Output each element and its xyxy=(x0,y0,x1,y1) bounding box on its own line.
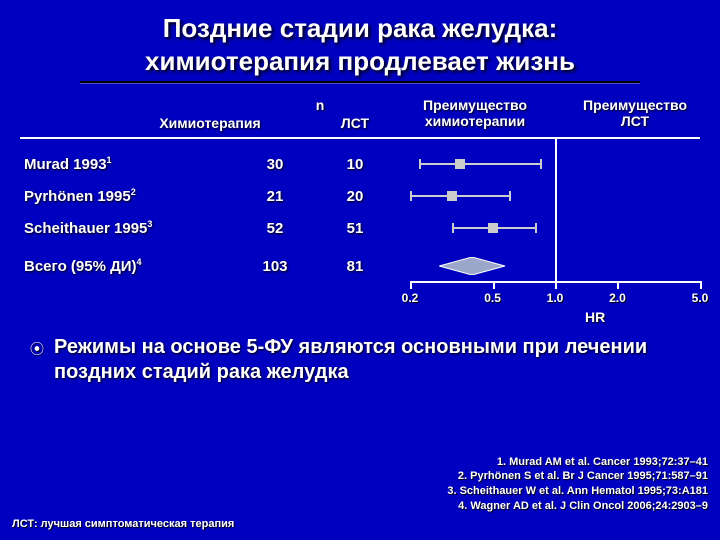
ci-cap xyxy=(509,191,511,201)
n-chemo: 30 xyxy=(250,156,300,173)
n-lst: 51 xyxy=(330,220,380,237)
summary-diamond xyxy=(440,257,506,275)
references: 1. Murad AM et al. Cancer 1993;72:37–412… xyxy=(447,455,708,514)
study-label: Всего (95% ДИ)4 xyxy=(24,257,224,275)
n-chemo: 103 xyxy=(250,258,300,275)
header-n: n xyxy=(300,97,340,113)
tick-label: 0.5 xyxy=(484,291,501,305)
header-chemo: Химиотерапия xyxy=(150,115,270,131)
study-label: Murad 19931 xyxy=(24,155,224,173)
reference-line-text: 4. Wagner AD et al. J Clin Oncol 2006;24… xyxy=(447,499,708,514)
ci-line xyxy=(410,195,509,197)
slide-title: Поздние стадии рака желудка: химиотерапи… xyxy=(0,0,720,79)
ci-cap xyxy=(452,223,454,233)
axis-tick xyxy=(410,281,412,289)
n-lst: 10 xyxy=(330,156,380,173)
ci-cap xyxy=(535,223,537,233)
ci-cap xyxy=(410,191,412,201)
study-label: Scheithauer 19953 xyxy=(24,219,224,237)
forest-plot: 0.20.51.02.05.0HR xyxy=(410,91,700,301)
ci-line xyxy=(419,163,541,165)
n-chemo: 52 xyxy=(250,220,300,237)
axis-tick xyxy=(555,281,557,289)
bullet-point: ⦿ Режимы на основе 5-ФУ являются основны… xyxy=(0,321,720,391)
reference-line xyxy=(555,137,557,281)
n-lst: 20 xyxy=(330,188,380,205)
ci-cap xyxy=(540,159,542,169)
tick-label: 0.2 xyxy=(402,291,419,305)
tick-label: 1.0 xyxy=(547,291,564,305)
axis-tick xyxy=(617,281,619,289)
point-marker xyxy=(455,159,465,169)
point-marker xyxy=(447,191,457,201)
n-lst: 81 xyxy=(330,258,380,275)
forest-plot-area: Химиотерапия n ЛСТ Преимущество химиотер… xyxy=(10,91,710,321)
bullet-icon: ⦿ xyxy=(30,339,44,359)
title-line-1: Поздние стадии рака желудка: xyxy=(163,13,558,43)
footnote: ЛСТ: лучшая симптоматическая терапия xyxy=(12,518,234,530)
bullet-text: Режимы на основе 5-ФУ являются основными… xyxy=(54,335,690,385)
n-chemo: 21 xyxy=(250,188,300,205)
study-label: Pyrhönen 19952 xyxy=(24,187,224,205)
reference-line-text: 3. Scheithauer W et al. Ann Hematol 1995… xyxy=(447,484,708,499)
tick-label: 2.0 xyxy=(609,291,626,305)
reference-line-text: 2. Pyrhönen S et al. Br J Cancer 1995;71… xyxy=(447,469,708,484)
title-line-2: химиотерапия продлевает жизнь xyxy=(145,46,575,76)
ci-cap xyxy=(419,159,421,169)
point-marker xyxy=(488,223,498,233)
axis-title: HR xyxy=(585,309,605,325)
axis-tick xyxy=(493,281,495,289)
reference-line-text: 1. Murad AM et al. Cancer 1993;72:37–41 xyxy=(447,455,708,470)
title-underline xyxy=(80,81,640,83)
tick-label: 5.0 xyxy=(692,291,709,305)
header-lst: ЛСТ xyxy=(330,115,380,131)
axis-tick xyxy=(700,281,702,289)
